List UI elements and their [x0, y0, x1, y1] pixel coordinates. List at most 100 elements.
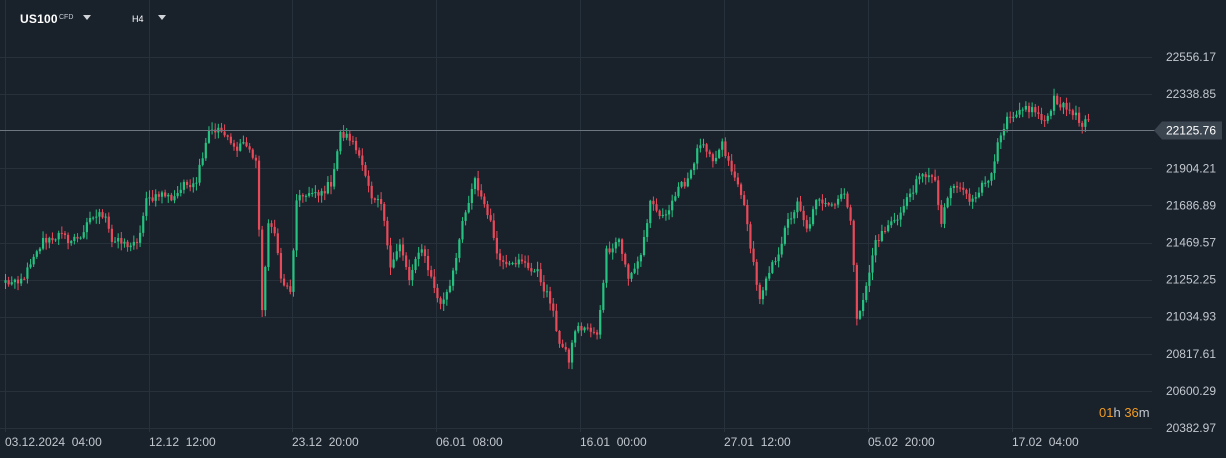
candle	[818, 197, 821, 207]
candle-body	[276, 233, 279, 254]
candle	[311, 188, 314, 197]
candle-body	[980, 182, 984, 193]
candle-body	[477, 178, 480, 191]
candle-body	[667, 210, 671, 215]
candle-body	[145, 198, 148, 216]
candle-body	[451, 270, 455, 286]
candle	[511, 261, 514, 266]
candle	[417, 247, 420, 267]
candle-body	[398, 244, 401, 252]
candle	[536, 261, 539, 278]
candle	[467, 195, 470, 214]
candle-body	[527, 262, 530, 269]
symbol-dropdown-caret-icon[interactable]	[83, 15, 91, 20]
candle	[273, 219, 276, 237]
candle-body	[574, 331, 577, 343]
candle	[1071, 108, 1074, 120]
candle	[29, 259, 32, 269]
candle-body	[718, 149, 721, 158]
candle-body	[154, 194, 157, 201]
candle-body	[912, 192, 915, 194]
candle-body	[239, 143, 242, 151]
candle	[608, 241, 611, 255]
candle	[220, 122, 223, 133]
candle-body	[13, 279, 16, 283]
countdown-hours-unit: h	[1113, 405, 1121, 420]
y-tick-label: 21469.57	[1166, 236, 1216, 250]
candle-body	[508, 263, 511, 265]
candle	[439, 296, 442, 310]
candle-body	[774, 261, 777, 263]
candle-body	[821, 199, 824, 204]
candle-body	[802, 210, 805, 221]
candle-body	[674, 196, 677, 201]
candle-body	[862, 299, 865, 312]
candle	[996, 138, 999, 164]
candle-body	[461, 220, 464, 240]
candle	[508, 260, 511, 266]
candle	[871, 247, 874, 281]
symbol-label[interactable]: US100	[20, 12, 58, 26]
candle	[110, 224, 114, 248]
candle	[210, 122, 214, 135]
candle-body	[943, 207, 946, 224]
candle-body	[126, 241, 129, 248]
candle	[696, 144, 699, 170]
candle	[38, 247, 42, 255]
candle	[455, 252, 458, 275]
candle	[858, 310, 862, 320]
candle	[182, 179, 186, 194]
candle	[339, 129, 342, 155]
candle-body	[805, 220, 808, 229]
candle	[226, 134, 229, 141]
candle	[477, 170, 480, 197]
interval-dropdown-caret-icon[interactable]	[158, 15, 166, 20]
candle	[570, 339, 574, 370]
candle	[364, 161, 367, 178]
candle-body	[818, 199, 821, 201]
candle-body	[589, 327, 592, 332]
candle-body	[167, 194, 170, 197]
candle	[733, 164, 736, 182]
candle-body	[533, 271, 536, 273]
candle-body	[924, 174, 927, 178]
candle	[348, 131, 351, 146]
candle	[642, 230, 646, 257]
candle-body	[389, 245, 392, 268]
candle-body	[467, 202, 470, 213]
candle	[301, 193, 304, 203]
candle	[342, 125, 345, 142]
candle	[621, 238, 624, 262]
candle-body	[383, 204, 386, 221]
candle	[1046, 113, 1049, 124]
candle	[583, 326, 586, 333]
candle-body	[104, 216, 107, 218]
candle-body	[840, 194, 843, 199]
candle	[286, 282, 289, 290]
candle	[649, 199, 652, 228]
candle	[214, 123, 217, 139]
candle	[955, 181, 959, 193]
candle	[45, 233, 48, 250]
candle	[574, 329, 577, 348]
candle-body	[430, 270, 433, 277]
candle-body	[348, 133, 351, 141]
candle	[827, 201, 830, 207]
candle	[1009, 111, 1012, 124]
candle-body	[990, 173, 993, 181]
candle	[73, 233, 76, 245]
candle	[236, 141, 239, 158]
candle-body	[345, 133, 348, 138]
time-axis: 03.12.2024 04:00 12.12 12:00 23.12 20:00 06…	[5, 435, 1079, 449]
candle-body	[749, 224, 752, 249]
candle	[852, 219, 855, 272]
current-price-label: 22125.76	[1166, 124, 1216, 138]
current-price-tag	[1154, 121, 1222, 140]
candle-body	[229, 136, 232, 144]
interval-label[interactable]: H4	[132, 14, 144, 24]
candle	[721, 138, 724, 157]
candle-body	[570, 342, 574, 363]
candle-body	[890, 221, 893, 226]
